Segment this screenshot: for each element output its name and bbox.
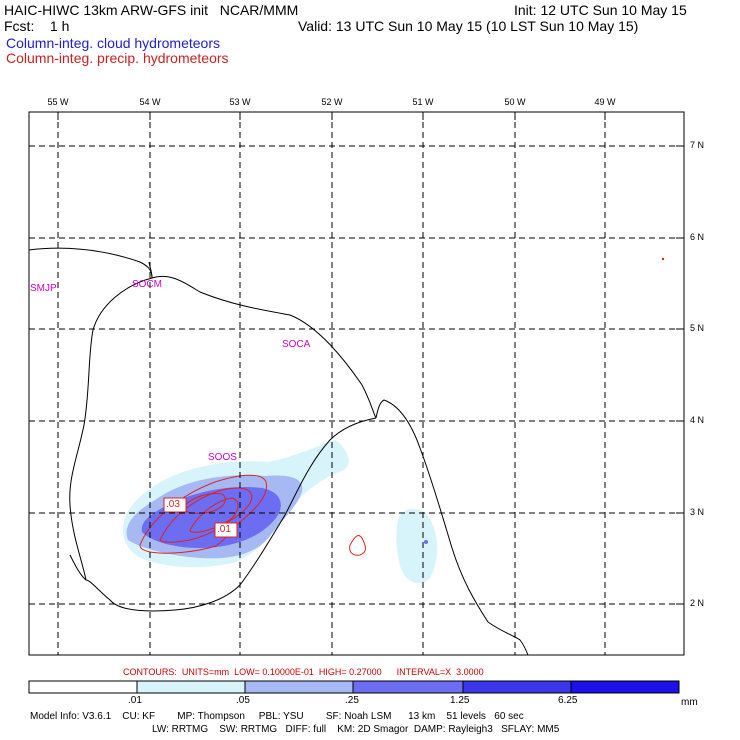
field-label-cloud: Column-integ. cloud hydrometeors (6, 35, 220, 51)
contour-legend-text: CONTOURS: UNITS=mm LOW= 0.10000E-01 HIGH… (123, 667, 484, 677)
lon-label: 50 W (504, 97, 526, 107)
lat-label: 6 N (690, 232, 705, 242)
colorbar-tick-label: 1.25 (450, 695, 470, 706)
cloud-field-shading (122, 440, 438, 584)
lon-label: 55 W (47, 97, 69, 107)
colorbar-tick-label: .05 (236, 695, 250, 706)
cloud-fill-dot (424, 540, 428, 544)
colorbar-tick-label: .01 (128, 695, 142, 706)
lon-label: 51 W (412, 97, 434, 107)
tick-marks (57, 112, 684, 605)
field-label-precip: Column-integ. precip. hydrometeors (6, 50, 229, 66)
colorbar-tick-label: .25 (345, 695, 359, 706)
lat-label: 5 N (690, 323, 705, 333)
precip-dot (661, 257, 665, 261)
forecast-hour: Fcst: 1 h (4, 18, 70, 34)
station-label: SOOS (208, 452, 237, 463)
lat-label: 7 N (690, 140, 705, 150)
init-time: Init: 12 UTC Sun 10 May 15 (514, 2, 687, 18)
lon-label: 52 W (321, 97, 343, 107)
lon-label: 54 W (139, 97, 161, 107)
station-label: SOCM (132, 279, 162, 290)
station-label: SMJP (30, 283, 57, 294)
contour-label: .01 (217, 524, 231, 535)
model-info-line1: Model Info: V3.6.1 CU: KF MP: Thompson P… (30, 711, 524, 722)
valid-time: Valid: 13 UTC Sun 10 May 15 (10 LST Sun … (298, 18, 639, 34)
graticule (29, 112, 684, 655)
color-bar (28, 680, 680, 694)
contour-label: .03 (166, 499, 180, 510)
model-info-line2: LW: RRTMG SW: RRTMG DIFF: full KM: 2D Sm… (152, 724, 560, 735)
colorbar-unit: mm (681, 697, 698, 708)
cloud-fill-light (396, 508, 438, 584)
colorbar-tick-label: 6.25 (558, 695, 578, 706)
lat-label: 2 N (690, 598, 705, 608)
coastlines (29, 247, 529, 655)
plot-title: HAIC-HIWC 13km ARW-GFS init NCAR/MMM (4, 2, 299, 18)
lat-label: 3 N (690, 507, 705, 517)
station-label: SOCA (282, 339, 311, 350)
lon-label: 53 W (229, 97, 251, 107)
lon-label: 49 W (594, 97, 616, 107)
lat-label: 4 N (690, 415, 705, 425)
